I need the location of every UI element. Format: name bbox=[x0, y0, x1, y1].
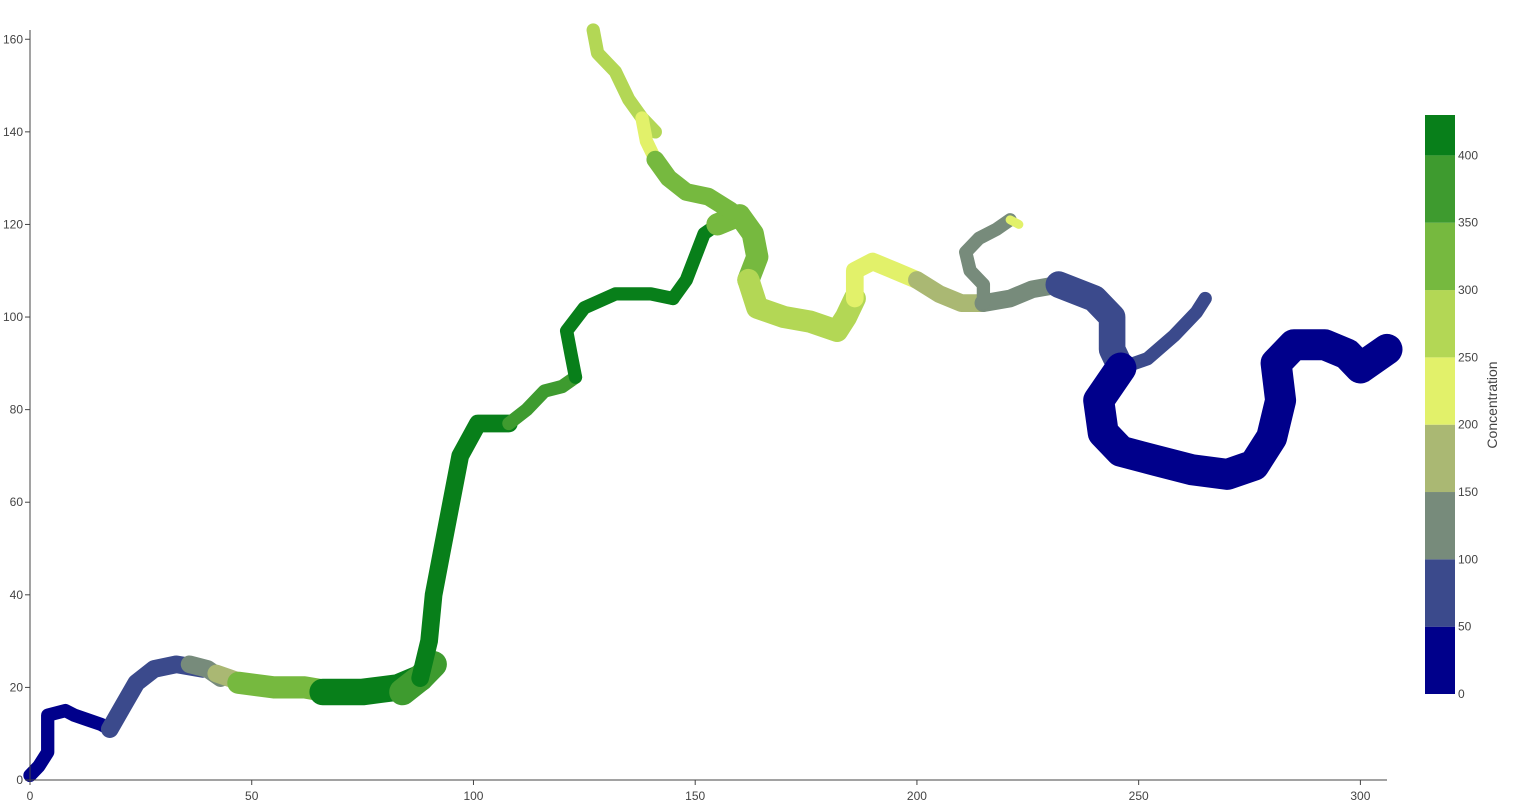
contour-segment-15 bbox=[974, 275, 1068, 312]
y-tick-label: 120 bbox=[3, 217, 23, 231]
colorbar-tick-label: 150 bbox=[1458, 485, 1478, 499]
colorbar-band-2 bbox=[1425, 492, 1455, 560]
x-tick-label: 0 bbox=[27, 789, 34, 803]
colorbar-tick-label: 300 bbox=[1458, 283, 1478, 297]
contour-segment-17 bbox=[1005, 215, 1024, 229]
contour-segment-12 bbox=[737, 268, 866, 342]
contour-segment-13 bbox=[845, 252, 926, 308]
y-axis-ticks: 0 20 40 60 80 100 120 140 160 bbox=[3, 32, 30, 787]
colorbar-band-6 bbox=[1425, 222, 1455, 291]
colorbar-ticks: 0 50 100 150 200 250 300 350 400 bbox=[1458, 148, 1478, 701]
contour-segment-18 bbox=[1045, 271, 1135, 382]
y-tick-label: 40 bbox=[10, 588, 24, 602]
colorbar-tick-label: 400 bbox=[1458, 148, 1478, 162]
colorbar-bands bbox=[1425, 115, 1455, 695]
colorbar-band-8 bbox=[1425, 115, 1455, 156]
contour-segment-7 bbox=[411, 414, 518, 687]
contour-segment-16 bbox=[959, 213, 1017, 310]
colorbar-title: Concentration bbox=[1484, 361, 1500, 448]
y-tick-label: 140 bbox=[3, 125, 23, 139]
colorbar-tick-label: 350 bbox=[1458, 216, 1478, 230]
colorbar-tick-label: 0 bbox=[1458, 687, 1465, 701]
contour-segment-1 bbox=[100, 655, 212, 738]
x-tick-label: 100 bbox=[463, 789, 483, 803]
colorbar-band-0 bbox=[1425, 626, 1455, 695]
contour-segment-14 bbox=[908, 271, 993, 312]
y-tick-label: 100 bbox=[3, 310, 23, 324]
colorbar-band-4 bbox=[1425, 357, 1455, 425]
x-tick-label: 200 bbox=[907, 789, 927, 803]
colorbar: 0 50 100 150 200 250 300 350 400 Concentration bbox=[1425, 115, 1500, 701]
colorbar-band-7 bbox=[1425, 155, 1455, 223]
y-tick-label: 20 bbox=[10, 680, 24, 694]
colorbar-tick-label: 250 bbox=[1458, 350, 1478, 364]
colorbar-tick-label: 50 bbox=[1458, 620, 1472, 634]
y-tick-label: 60 bbox=[10, 495, 24, 509]
contour-segment-20 bbox=[1083, 329, 1403, 490]
contour-segment-9 bbox=[559, 287, 680, 384]
y-tick-label: 80 bbox=[10, 403, 24, 417]
contour-segment-8 bbox=[502, 370, 583, 431]
colorbar-band-5 bbox=[1425, 290, 1455, 358]
contour-segment-0 bbox=[23, 703, 117, 783]
x-tick-label: 250 bbox=[1129, 789, 1149, 803]
colorbar-band-3 bbox=[1425, 424, 1455, 493]
x-tick-label: 150 bbox=[685, 789, 705, 803]
x-tick-label: 50 bbox=[245, 789, 259, 803]
contour-segment-23 bbox=[646, 150, 740, 220]
y-tick-label: 0 bbox=[16, 773, 23, 787]
plot-area bbox=[23, 23, 1403, 783]
y-tick-label: 160 bbox=[3, 32, 23, 46]
contour-segment-19 bbox=[1114, 291, 1212, 375]
colorbar-tick-label: 100 bbox=[1458, 552, 1478, 566]
colorbar-band-1 bbox=[1425, 559, 1455, 627]
contour-segment-10 bbox=[666, 217, 725, 306]
x-tick-label: 300 bbox=[1350, 789, 1370, 803]
x-axis-ticks: 0 50 100 150 200 250 300 bbox=[27, 780, 1371, 803]
colorbar-tick-label: 200 bbox=[1458, 418, 1478, 432]
